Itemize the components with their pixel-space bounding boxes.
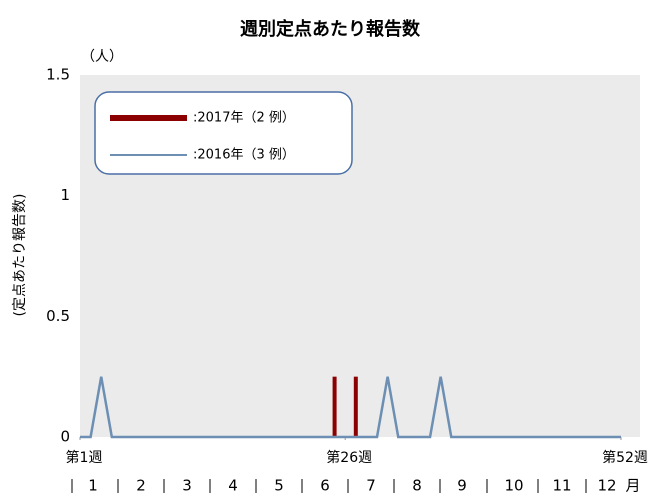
legend-box: [94, 91, 353, 175]
y-axis-label: (定点あたり報告数): [12, 194, 28, 317]
month-label: 7: [366, 477, 376, 495]
x-tick-label: 第52週: [602, 449, 648, 466]
y-tick-label: 1: [60, 186, 70, 204]
month-label: 9: [457, 477, 467, 495]
month-label: 2: [136, 477, 146, 495]
y-tick-label: 0.5: [46, 307, 70, 325]
legend-label: :2016年（3 例）: [193, 148, 295, 163]
legend-label: :2017年（2 例）: [193, 111, 295, 126]
bar: [353, 376, 358, 437]
y-tick-label: 1.5: [46, 66, 70, 84]
line: [80, 376, 621, 439]
month-label: 12: [597, 477, 616, 495]
month-label: 10: [504, 477, 523, 495]
month-label: 11: [552, 477, 571, 495]
chart-title: 週別定点あたり報告数: [240, 18, 421, 40]
month-label: 1: [88, 477, 98, 495]
y-tick-label: 0: [60, 428, 70, 446]
month-label: 6: [320, 477, 330, 495]
month-label: 4: [228, 477, 238, 495]
x-tick-label: 第26週: [326, 449, 372, 466]
y-unit: （人）: [81, 49, 123, 65]
month-label: 3: [182, 477, 192, 495]
bar: [332, 376, 337, 437]
x-tick-label: 第1週: [66, 449, 103, 466]
month-unit: 月: [625, 477, 640, 495]
month-label: 8: [412, 477, 422, 495]
month-label: 5: [274, 477, 284, 495]
